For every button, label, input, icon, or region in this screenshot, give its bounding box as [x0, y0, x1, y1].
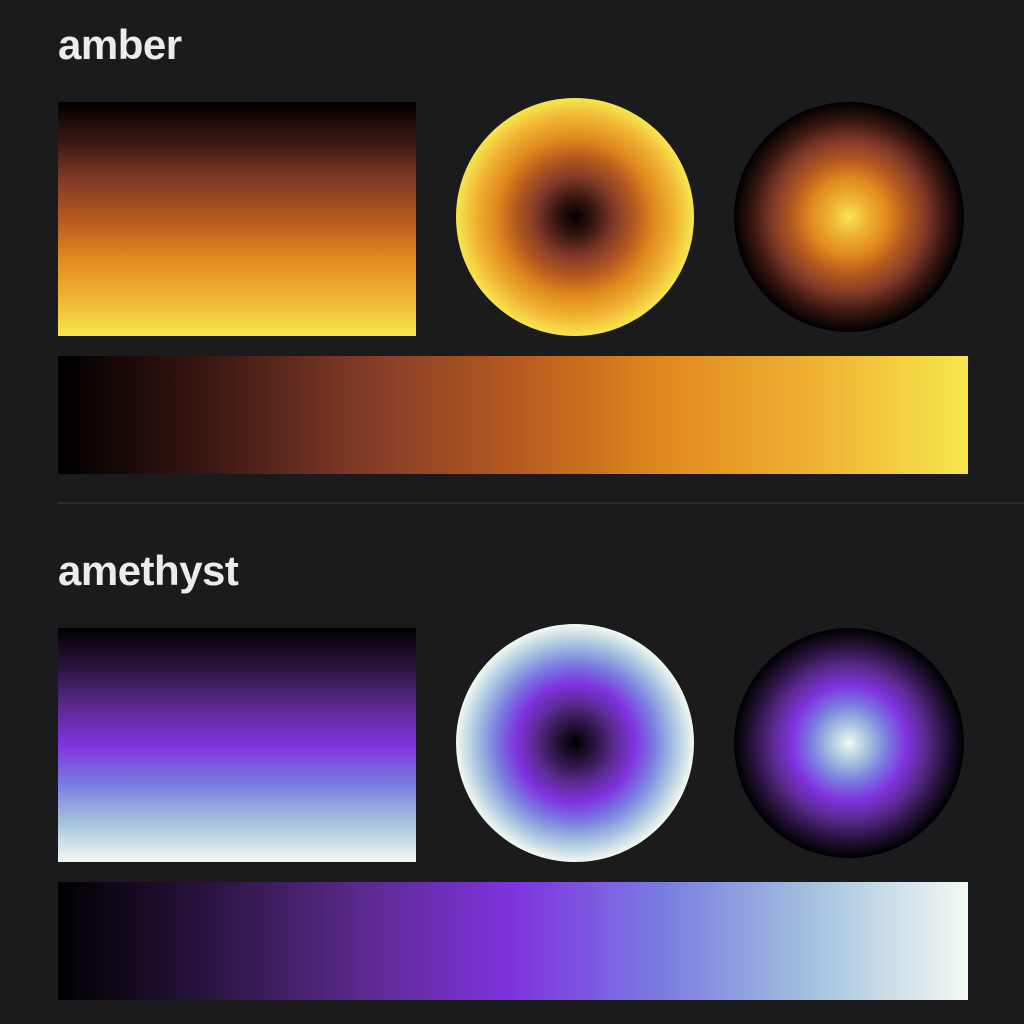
palette-amber: amber [0, 0, 1024, 500]
palette-title: amber [58, 21, 182, 68]
radial-gradient-swatch [734, 628, 964, 858]
section-divider [58, 502, 1024, 504]
radial-gradient-swatch-inverted [456, 98, 694, 336]
vertical-gradient-swatch [58, 628, 416, 862]
palette-amethyst: amethyst [0, 526, 1024, 1024]
vertical-gradient-swatch [58, 102, 416, 336]
radial-gradient-swatch [734, 102, 964, 332]
radial-gradient-swatch-inverted [456, 624, 694, 862]
horizontal-gradient-strip [58, 356, 968, 474]
palette-title: amethyst [58, 547, 239, 594]
horizontal-gradient-strip [58, 882, 968, 1000]
